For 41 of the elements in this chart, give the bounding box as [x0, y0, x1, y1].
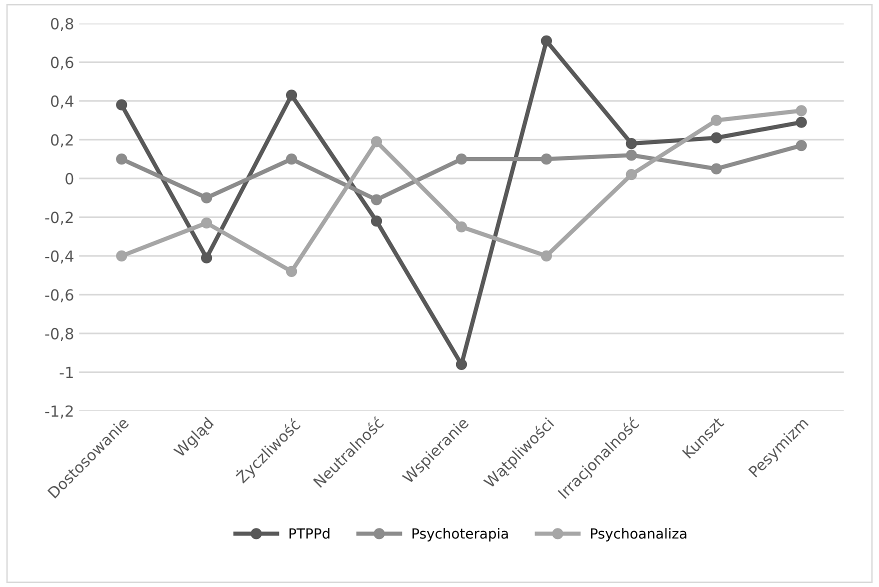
point: [540, 35, 552, 46]
y-tick-label: 0,2: [50, 134, 73, 148]
y-tick-label: -1,2: [45, 405, 73, 418]
point: [370, 136, 382, 148]
y-tick-label: -0,4: [45, 250, 74, 264]
point: [370, 194, 382, 206]
point: [626, 150, 637, 161]
y-tick-label: -0,8: [45, 328, 74, 341]
point: [201, 192, 212, 204]
point: [796, 140, 807, 152]
point: [201, 217, 212, 229]
point: [456, 154, 468, 165]
point: [710, 132, 722, 144]
point: [456, 358, 468, 370]
point: [710, 163, 722, 174]
point: [370, 216, 382, 227]
y-tick-label: -0,2: [45, 212, 73, 225]
point: [201, 252, 212, 264]
point: [540, 154, 552, 165]
point: [626, 169, 637, 180]
point: [626, 138, 637, 150]
point: [116, 154, 128, 165]
point: [540, 250, 552, 262]
point: [116, 250, 128, 262]
point: [710, 114, 722, 126]
y-tick-label: 0: [66, 172, 74, 184]
y-tick-label: 0,6: [50, 56, 74, 70]
y-tick-label: -1: [60, 366, 73, 378]
point: [116, 99, 128, 110]
point: [286, 154, 298, 165]
y-tick-label: -0,6: [45, 289, 74, 302]
y-tick-label: 0,4: [50, 95, 74, 109]
legend-label: Psychoterapia: [412, 528, 508, 542]
point: [286, 266, 298, 277]
legend-label: Psychoanaliza: [591, 528, 686, 542]
point: [286, 90, 298, 101]
point: [796, 116, 807, 128]
point: [796, 105, 807, 116]
y-tick-label: 0,8: [50, 18, 74, 32]
point: [456, 221, 468, 232]
legend-label: PTPPd: [290, 528, 330, 539]
